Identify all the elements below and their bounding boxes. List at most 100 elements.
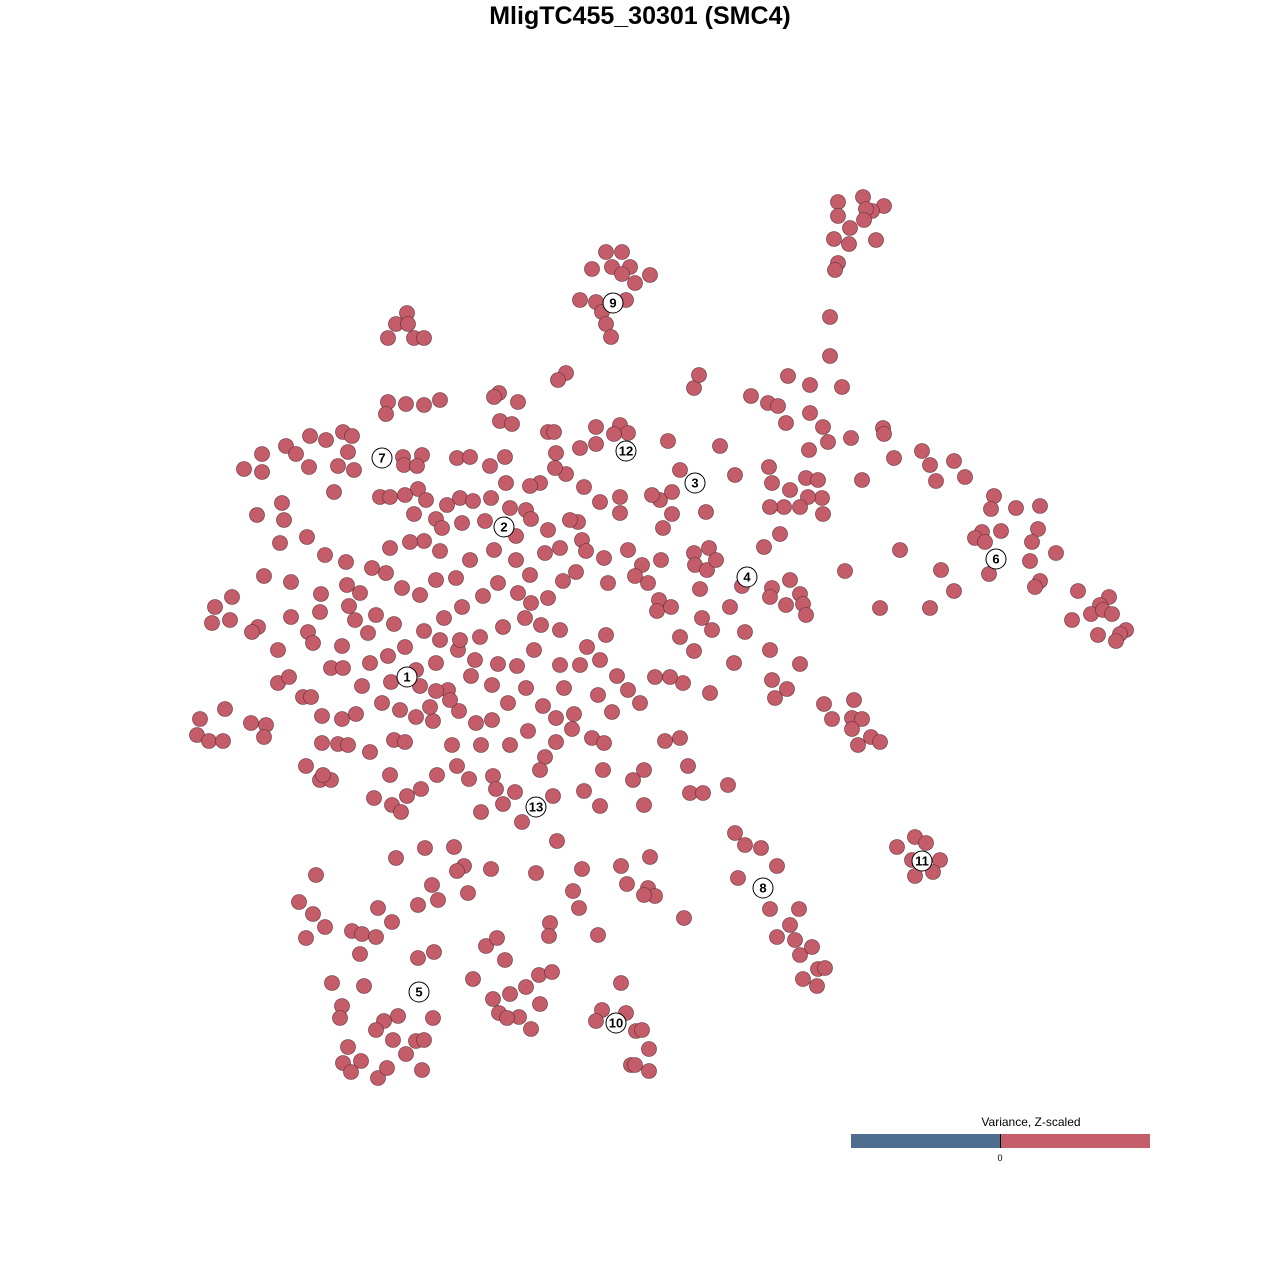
data-point (461, 771, 477, 787)
data-point (374, 695, 390, 711)
data-point (500, 695, 516, 711)
cluster-label-text: 6 (992, 552, 999, 567)
data-point (816, 696, 832, 712)
data-point (694, 610, 710, 626)
data-point (326, 484, 342, 500)
data-point (562, 512, 578, 528)
data-point (354, 678, 370, 694)
data-point (764, 672, 780, 688)
cluster-label-badge (752, 877, 774, 899)
data-point (546, 424, 562, 440)
data-point (317, 919, 333, 935)
data-point (772, 526, 788, 542)
data-point (243, 715, 259, 731)
data-point (792, 499, 808, 515)
cluster-label: 3 (684, 472, 706, 494)
data-point (1008, 500, 1024, 516)
data-point (397, 734, 413, 750)
data-point (727, 825, 743, 841)
data-point (566, 706, 582, 722)
cluster-label-badge (911, 850, 933, 872)
data-point (215, 733, 231, 749)
data-point (660, 433, 676, 449)
data-point (634, 557, 650, 573)
data-point (672, 629, 688, 645)
data-point (217, 701, 233, 717)
data-point (449, 758, 465, 774)
data-point (620, 425, 636, 441)
data-point (596, 550, 612, 566)
data-point (556, 680, 572, 696)
data-point (509, 658, 525, 674)
data-point (449, 863, 465, 879)
data-point (432, 632, 448, 648)
data-point (514, 814, 530, 830)
data-point (378, 565, 394, 581)
data-point (429, 767, 445, 783)
data-point (249, 507, 265, 523)
data-point (532, 996, 548, 1012)
data-point (737, 624, 753, 640)
data-point (413, 781, 429, 797)
data-point (380, 648, 396, 664)
data-point (720, 777, 736, 793)
cluster-label-text: 8 (759, 881, 766, 896)
data-point (856, 212, 872, 228)
data-point (281, 669, 297, 685)
data-point (619, 876, 635, 892)
data-point (465, 971, 481, 987)
data-point (549, 833, 565, 849)
data-point (627, 275, 643, 291)
data-point (612, 505, 628, 521)
cluster-label-text: 7 (378, 451, 385, 466)
data-point (922, 600, 938, 616)
cluster-label-text: 13 (529, 800, 543, 815)
data-point (672, 730, 688, 746)
data-point (544, 964, 560, 980)
data-point (392, 702, 408, 718)
data-point (764, 475, 780, 491)
data-point (482, 458, 498, 474)
data-point (695, 785, 711, 801)
data-point (332, 1010, 348, 1026)
data-point (270, 642, 286, 658)
data-point (533, 617, 549, 633)
data-point (523, 595, 539, 611)
data-point (305, 635, 321, 651)
data-point (636, 762, 652, 778)
legend-positive-segment (1000, 1134, 1150, 1148)
data-point (809, 978, 825, 994)
data-point (932, 852, 948, 868)
data-point (385, 1032, 401, 1048)
data-point (672, 462, 688, 478)
data-point (272, 535, 288, 551)
cluster-label: 10 (605, 1012, 627, 1034)
data-point (465, 493, 481, 509)
data-point (254, 446, 270, 462)
data-point (727, 467, 743, 483)
data-point (274, 495, 290, 511)
data-point (531, 967, 547, 983)
data-point (780, 368, 796, 384)
data-point (463, 668, 479, 684)
data-point (946, 583, 962, 599)
data-point (416, 330, 432, 346)
data-point (914, 443, 930, 459)
data-point (204, 615, 220, 631)
data-point (370, 1070, 386, 1086)
data-point (535, 698, 551, 714)
data-point (394, 580, 410, 596)
data-point (477, 513, 493, 529)
data-point (756, 539, 772, 555)
data-point (478, 938, 494, 954)
data-point (291, 894, 307, 910)
data-point (473, 737, 489, 753)
data-point (574, 861, 590, 877)
data-point (522, 567, 538, 583)
data-point (636, 797, 652, 813)
data-point (850, 737, 866, 753)
data-point (854, 472, 870, 488)
data-point (830, 208, 846, 224)
data-point (576, 479, 592, 495)
data-point (396, 457, 412, 473)
